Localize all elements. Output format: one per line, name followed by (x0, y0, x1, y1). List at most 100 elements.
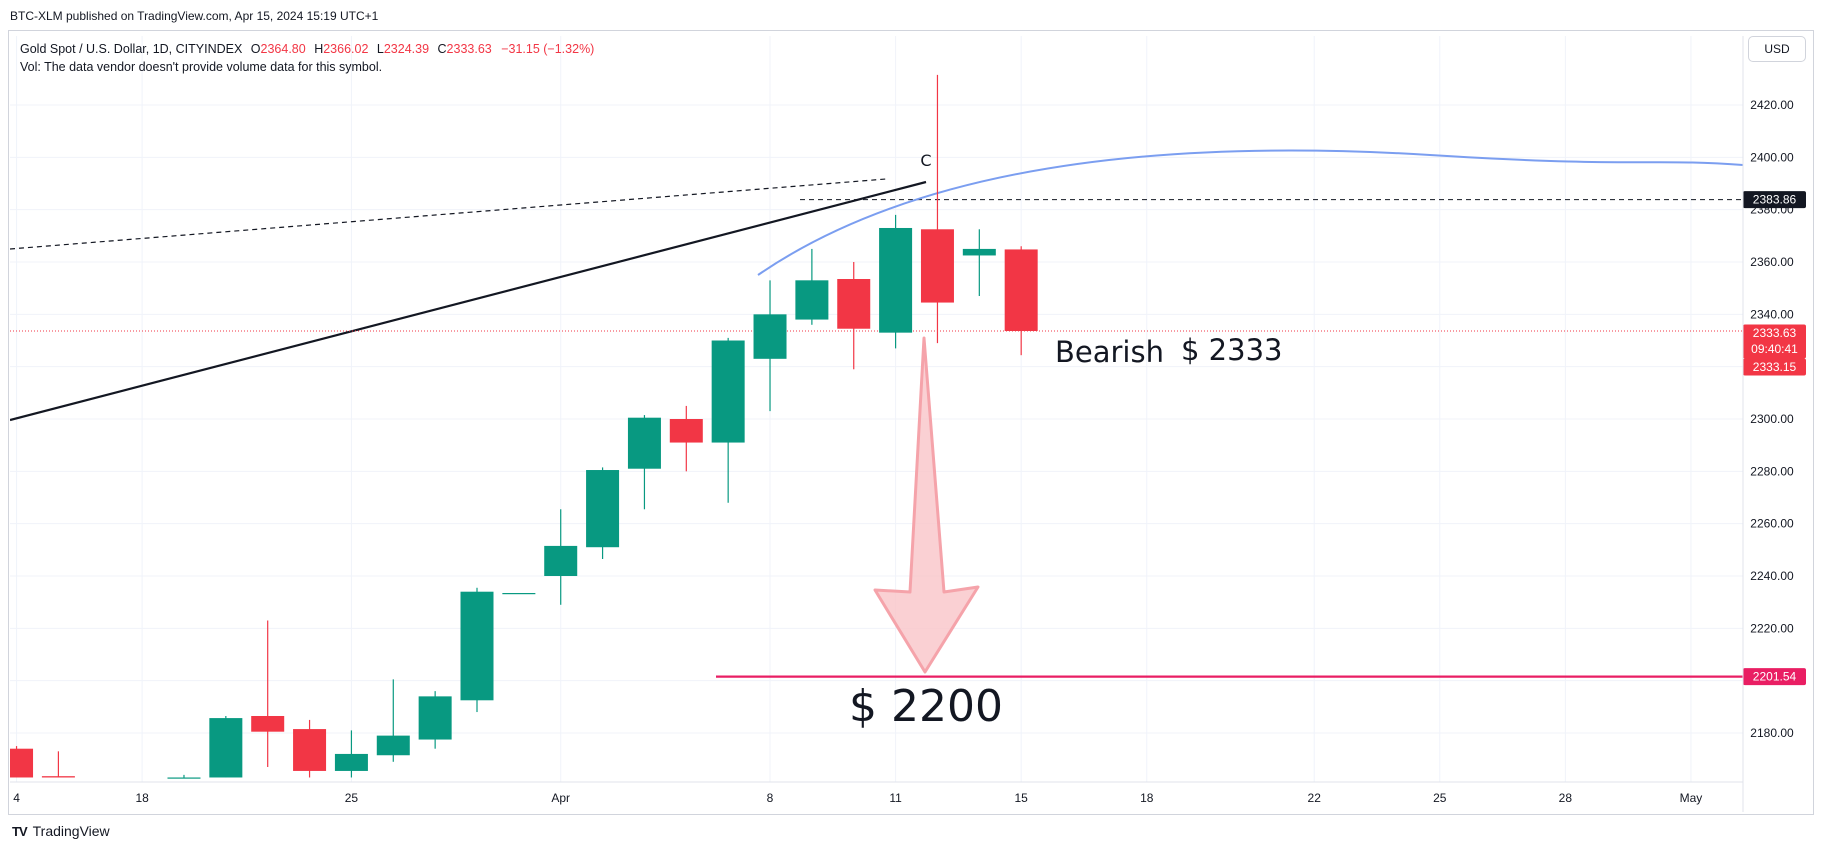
price-tag: 2333.63 09:40:41 (1743, 324, 1806, 359)
bearish-label: Bearish (1055, 335, 1164, 369)
candle-body (962, 248, 996, 256)
candle (795, 248, 829, 325)
x-tick-label: May (1680, 791, 1703, 805)
arc-curve (757, 149, 1743, 276)
candle-body (753, 314, 787, 359)
target-down-label: $ 2200 (849, 681, 1003, 732)
candle-body (879, 227, 913, 333)
x-tick-label: 25 (1433, 791, 1447, 805)
candle (334, 730, 368, 778)
candle-body (1004, 249, 1038, 332)
price-tag-label: 2383.86 (1753, 193, 1797, 207)
legend-high: 2366.02 (323, 42, 369, 56)
candle (1004, 246, 1038, 356)
price-tag-label: 2201.54 (1753, 670, 1797, 684)
candle-body (711, 340, 745, 443)
candle-body (795, 280, 829, 320)
candle (753, 280, 787, 412)
candle-body (41, 776, 75, 778)
legend-high-key: H (314, 42, 324, 56)
symbol-legend: Gold Spot / U.S. Dollar, 1D, CITYINDEX O… (20, 40, 594, 76)
y-tick-label: 2400.00 (1750, 150, 1794, 164)
candle-body (837, 279, 871, 329)
candle (376, 679, 410, 762)
y-tick-label: 2260.00 (1750, 517, 1794, 531)
y-tick-label: 2300.00 (1750, 412, 1794, 426)
legend-low: 2324.39 (383, 42, 430, 56)
candle-body (293, 729, 327, 771)
x-tick-label: 22 (1308, 791, 1322, 805)
candle (711, 337, 745, 503)
x-tick-label: 15 (1015, 791, 1029, 805)
candle-body (167, 777, 201, 779)
y-tick-label: 2240.00 (1750, 569, 1794, 583)
candle (837, 262, 871, 370)
x-tick-label: 28 (1559, 791, 1573, 805)
candle-body (376, 735, 410, 756)
candle-body (418, 696, 452, 740)
price-tag-label: 2333.63 (1753, 326, 1797, 340)
candle (293, 719, 327, 778)
candle-body (669, 419, 703, 443)
x-tick-label: 11 (889, 791, 902, 805)
candle (962, 229, 996, 297)
y-tick-label: 2340.00 (1750, 307, 1794, 321)
candle-body (251, 715, 285, 732)
trendline-dashed (10, 178, 887, 250)
candle (460, 587, 494, 713)
plot-area: Bearish $ 2333 $ 2200 C (10, 74, 1743, 779)
legend-low-key: L (376, 42, 384, 56)
candle (10, 746, 34, 778)
legend-volume-note: Vol: The data vendor doesn't provide vol… (20, 60, 383, 74)
price-tag-bg (1743, 668, 1806, 686)
price-tag-label: 2333.15 (1753, 360, 1797, 374)
candle (502, 593, 536, 595)
bearish-arrow (873, 336, 980, 674)
candle (167, 774, 201, 779)
price-tag-bg (1743, 191, 1806, 209)
candle-body (544, 545, 578, 576)
candle (544, 509, 578, 605)
x-tick-label: 4 (13, 791, 20, 805)
candle-body (627, 417, 661, 469)
footer-branding[interactable]: TV TradingView (12, 823, 110, 839)
candle (251, 620, 285, 768)
legend-ohlc-line: Gold Spot / U.S. Dollar, 1D, CITYINDEX O… (20, 40, 594, 58)
x-tick-label: 18 (135, 791, 149, 805)
price-tag: 2333.15 (1743, 358, 1806, 376)
candle-body (586, 470, 620, 548)
candle (209, 715, 243, 778)
candle-body (502, 593, 536, 595)
price-tag-bg (1743, 358, 1806, 376)
candle (41, 751, 75, 778)
price-tag: 2383.86 (1743, 191, 1806, 209)
price-tag: 2201.54 (1743, 668, 1806, 686)
currency-button[interactable]: USD (1748, 36, 1806, 62)
y-tick-label: 2280.00 (1750, 464, 1794, 478)
candle (586, 467, 620, 559)
candle-body (334, 753, 368, 771)
x-tick-label: 18 (1140, 791, 1154, 805)
candle-body (920, 229, 954, 303)
chart-pane[interactable] (8, 30, 1814, 815)
candle (920, 74, 954, 344)
legend-open: 2364.80 (260, 42, 306, 56)
legend-symbol[interactable]: Gold Spot / U.S. Dollar, 1D, CITYINDEX (20, 42, 243, 56)
candle-body (209, 718, 243, 778)
candle (627, 415, 661, 510)
x-tick-label: 25 (345, 791, 359, 805)
candle (669, 405, 703, 472)
tradingview-logo-icon: TV (12, 823, 28, 839)
legend-close: 2333.63 (446, 42, 492, 56)
trendline (10, 180, 927, 422)
x-tick-label: 8 (767, 791, 774, 805)
price-tag-countdown: 09:40:41 (1751, 342, 1798, 356)
publish-info: BTC-XLM published on TradingView.com, Ap… (10, 9, 379, 23)
y-tick-label: 2360.00 (1750, 255, 1794, 269)
y-tick-label: 2180.00 (1750, 726, 1794, 740)
y-tick-label: 2420.00 (1750, 98, 1794, 112)
wave-label: C (920, 151, 931, 170)
target-current-label: $ 2333 (1181, 333, 1282, 367)
legend-change: −31.15 (−1.32%) (501, 42, 595, 56)
